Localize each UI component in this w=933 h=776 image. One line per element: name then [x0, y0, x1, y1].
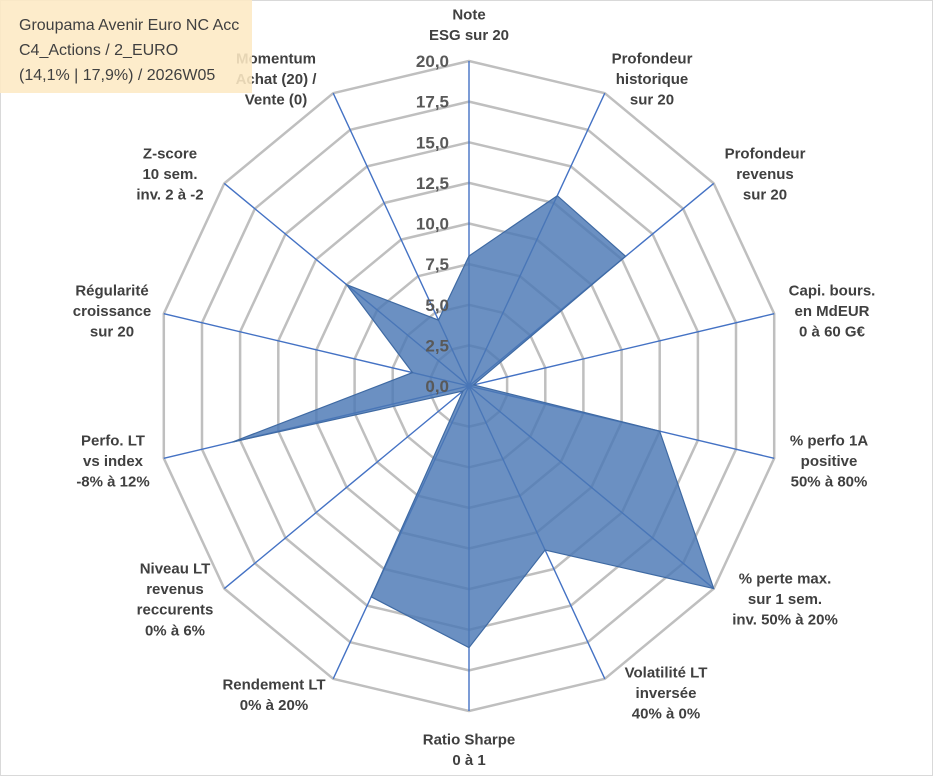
category-label-line: 0 à 1: [452, 752, 485, 769]
fund-stats: (14,1% | 17,9%) / 2026W05: [19, 67, 215, 84]
category-label-line: Capi. bours.: [789, 282, 876, 299]
data-point-7: [466, 645, 472, 651]
axis-line-9: [223, 385, 470, 590]
category-label-1: Profondeur historique sur 20: [612, 50, 693, 108]
category-label-line: sur 20: [90, 324, 134, 341]
category-label-line: vs index: [83, 453, 144, 470]
category-label-line: Rendement LT: [222, 676, 325, 693]
data-point-12: [344, 282, 350, 288]
category-label-12: Z-score 10 sem. inv. 2 à -2: [136, 145, 203, 203]
category-label-line: Profondeur: [612, 50, 693, 67]
r-tick-label: 2,5: [425, 336, 449, 355]
info-box-background: [0, 0, 252, 93]
category-label-line: sur 20: [630, 92, 674, 109]
category-label-line: sur 1 sem.: [748, 591, 822, 608]
category-labels: Note ESG sur 20 Profondeur historique sur 20…: [73, 6, 876, 769]
r-tick-label: 7,5: [425, 255, 449, 274]
category-label-line: Niveau LT: [140, 560, 211, 577]
fund-category: C4_Actions / 2_EURO: [19, 42, 178, 59]
category-label-line: 50% à 80%: [791, 474, 868, 491]
axis-line-3: [468, 313, 775, 387]
data-point-6: [542, 547, 548, 553]
category-label-line: Perfo. LT: [81, 432, 145, 449]
r-tick-label: 10,0: [416, 215, 449, 234]
category-label-line: Achat (20) /: [236, 71, 318, 88]
category-label-line: 0% à 20%: [240, 697, 308, 714]
category-label-line: -8% à 12%: [76, 474, 149, 491]
data-point-11: [410, 370, 416, 376]
category-label-line: Vente (0): [245, 92, 308, 109]
data-point-1: [554, 193, 560, 199]
category-label-line: sur 20: [743, 187, 787, 204]
category-label-line: reccurents: [137, 602, 214, 619]
category-label-line: inversée: [636, 685, 697, 702]
series-area: [232, 194, 715, 649]
category-label-line: Volatilité LT: [625, 664, 708, 681]
data-point-10: [230, 439, 236, 445]
category-label-line: Momentum: [236, 50, 316, 67]
category-label-line: Ratio Sharpe: [423, 731, 516, 748]
r-tick-label: 5,0: [425, 296, 449, 315]
category-label-2: Profondeur revenus sur 20: [725, 145, 806, 203]
data-point-4: [657, 428, 663, 434]
category-label-line: en MdEUR: [795, 303, 870, 320]
category-label-8: Rendement LT 0% à 20%: [222, 676, 325, 714]
r-tick-label: 0,0: [425, 377, 449, 396]
data-point-9: [460, 388, 466, 394]
category-label-line: Note: [452, 6, 485, 23]
category-label-line: 0% à 6%: [145, 622, 205, 639]
category-label-line: historique: [616, 71, 689, 88]
data-point-13: [435, 317, 441, 323]
category-label-4: % perfo 1A positive 50% à 80%: [790, 432, 869, 490]
info-box: Groupama Avenir Euro NC Acc C4_Actions /…: [0, 0, 252, 93]
r-tick-label: 20,0: [416, 52, 449, 71]
r-axis-tick-labels: 0,0 2,5 5,0 7,5 10,0 12,5 15,0 17,5 20,0: [416, 52, 449, 396]
data-point-0: [466, 253, 472, 259]
data-point-5: [711, 586, 717, 592]
category-label-line: Régularité: [75, 282, 148, 299]
category-label-line: ESG sur 20: [429, 27, 509, 44]
data-point-3: [471, 382, 477, 388]
category-label-line: 0 à 60 G€: [799, 324, 866, 341]
data-point-8: [368, 594, 374, 600]
category-label-7: Ratio Sharpe 0 à 1: [423, 731, 516, 769]
category-label-9: Niveau LT revenus reccurents 0% à 6%: [137, 560, 214, 639]
data-point-2: [623, 253, 629, 259]
category-label-3: Capi. bours. en MdEUR 0 à 60 G€: [789, 282, 876, 340]
category-label-line: inv. 2 à -2: [136, 187, 203, 204]
radar-series: [230, 193, 717, 651]
r-tick-label: 15,0: [416, 133, 449, 152]
category-label-line: 40% à 0%: [632, 706, 700, 723]
category-label-line: 10 sem.: [142, 166, 197, 183]
category-label-line: % perfo 1A: [790, 432, 869, 449]
category-label-line: positive: [801, 453, 858, 470]
category-label-line: croissance: [73, 303, 151, 320]
r-tick-label: 12,5: [416, 174, 449, 193]
fund-name: Groupama Avenir Euro NC Acc: [19, 17, 239, 34]
category-label-6: Volatilité LT inversée 40% à 0%: [625, 664, 708, 722]
category-label-line: % perte max.: [739, 570, 832, 587]
category-label-0: Note ESG sur 20: [429, 6, 509, 44]
category-label-5: % perte max. sur 1 sem. inv. 50% à 20%: [732, 570, 838, 628]
category-label-13: Momentum Achat (20) / Vente (0): [236, 50, 318, 108]
category-label-11: Régularité croissance sur 20: [73, 282, 151, 340]
r-tick-label: 17,5: [416, 93, 449, 112]
category-label-line: inv. 50% à 20%: [732, 612, 838, 629]
category-label-line: revenus: [146, 581, 204, 598]
category-label-line: revenus: [736, 166, 794, 183]
category-label-line: Profondeur: [725, 145, 806, 162]
category-label-line: Z-score: [143, 145, 197, 162]
category-label-10: Perfo. LT vs index -8% à 12%: [76, 432, 149, 490]
